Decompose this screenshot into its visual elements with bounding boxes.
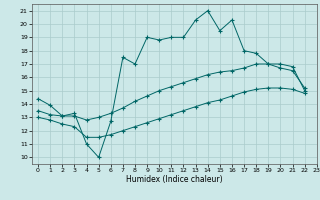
X-axis label: Humidex (Indice chaleur): Humidex (Indice chaleur) — [126, 175, 223, 184]
